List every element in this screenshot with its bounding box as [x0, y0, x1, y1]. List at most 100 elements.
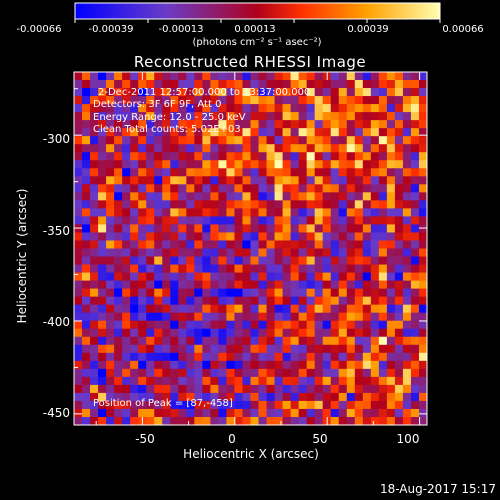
heatmap-cell — [154, 152, 163, 161]
heatmap-cell — [338, 128, 348, 137]
heatmap-cell — [234, 360, 243, 370]
heatmap-cell — [250, 216, 260, 225]
heatmap-cell — [306, 152, 316, 161]
heatmap-cell — [170, 136, 179, 145]
heatmap-cell — [298, 224, 308, 233]
heatmap-cell — [218, 256, 227, 266]
heatmap-cell — [322, 216, 332, 225]
heatmap-cell — [122, 128, 131, 137]
heatmap-cell — [154, 88, 163, 97]
heatmap-cell — [354, 296, 364, 306]
heatmap-cell — [306, 352, 316, 362]
heatmap-cell — [330, 72, 340, 81]
heatmap-cell — [250, 328, 260, 338]
heatmap-cell — [202, 384, 211, 394]
heatmap-cell — [106, 184, 115, 193]
heatmap-cell — [386, 360, 396, 370]
heatmap-cell — [354, 168, 364, 177]
heatmap-cell — [402, 296, 412, 306]
heatmap-cell — [290, 168, 300, 177]
heatmap-cell — [146, 120, 155, 129]
heatmap-cell — [122, 336, 131, 346]
heatmap-cell — [114, 112, 123, 121]
heatmap-cell — [82, 176, 91, 185]
heatmap-cell — [226, 160, 235, 169]
heatmap-cell — [106, 272, 115, 282]
heatmap-cell — [74, 392, 83, 402]
heatmap-cell — [378, 320, 388, 330]
heatmap-cell — [410, 128, 420, 137]
heatmap-cell — [418, 304, 428, 314]
heatmap-cell — [82, 384, 91, 394]
heatmap-cell — [130, 248, 139, 258]
heatmap-cell — [378, 80, 388, 89]
heatmap-cell — [194, 144, 203, 153]
heatmap-cell — [114, 312, 123, 322]
heatmap-cell — [322, 248, 332, 258]
heatmap-cell — [122, 320, 131, 330]
heatmap-cell — [82, 160, 91, 169]
heatmap-cell — [266, 360, 276, 370]
heatmap-cell — [394, 416, 404, 426]
heatmap-cell — [402, 216, 412, 225]
heatmap-cell — [122, 304, 131, 314]
heatmap-cell — [386, 384, 396, 394]
heatmap-cell — [378, 376, 388, 386]
heatmap-cell — [106, 360, 115, 370]
heatmap-cell — [194, 168, 203, 177]
heatmap-cell — [250, 240, 260, 249]
heatmap-cell — [354, 336, 364, 346]
heatmap-cell — [370, 280, 380, 290]
heatmap-cell — [330, 344, 340, 354]
heatmap-cell — [370, 376, 380, 386]
heatmap-cell — [306, 400, 316, 410]
heatmap-cell — [306, 88, 316, 97]
heatmap-cell — [170, 408, 179, 418]
heatmap-cell — [194, 328, 203, 338]
heatmap-cell — [114, 168, 123, 177]
heatmap-cell — [242, 176, 251, 185]
heatmap-cell — [298, 360, 308, 370]
heatmap-cell — [138, 96, 147, 105]
heatmap-cell — [274, 312, 284, 322]
heatmap-cell — [90, 88, 99, 97]
heatmap-cell — [378, 280, 388, 290]
heatmap-cell — [114, 160, 123, 169]
heatmap-cell — [418, 192, 428, 201]
heatmap-cell — [114, 144, 123, 153]
heatmap-cell — [394, 192, 404, 201]
heatmap-cell — [122, 224, 131, 233]
heatmap-cell — [106, 256, 115, 266]
heatmap-cell — [386, 320, 396, 330]
heatmap-cell — [410, 280, 420, 290]
heatmap-cell — [242, 312, 251, 322]
heatmap-cell — [362, 176, 372, 185]
heatmap-cell — [226, 72, 235, 81]
heatmap-cell — [250, 352, 260, 362]
heatmap-cell — [314, 248, 324, 258]
heatmap-cell — [290, 144, 300, 153]
heatmap-cell — [170, 400, 179, 410]
heatmap-cell — [386, 328, 396, 338]
heatmap-cell — [98, 312, 107, 322]
heatmap-cell — [90, 408, 99, 418]
heatmap-cell — [234, 216, 243, 225]
heatmap-cell — [130, 96, 139, 105]
heatmap-cell — [362, 352, 372, 362]
heatmap-cell — [314, 152, 324, 161]
heatmap-cell — [106, 72, 115, 81]
heatmap-cell — [378, 120, 388, 129]
heatmap-cell — [186, 416, 195, 426]
heatmap-cell — [418, 400, 428, 410]
heatmap-cell — [378, 256, 388, 266]
heatmap-cell — [194, 160, 203, 169]
heatmap-cell — [314, 296, 324, 306]
heatmap-cell — [370, 192, 380, 201]
heatmap-cell — [90, 296, 99, 306]
heatmap-cell — [290, 328, 300, 338]
heatmap-cell — [314, 232, 324, 241]
heatmap-cell — [138, 344, 147, 354]
heatmap-cell — [226, 272, 235, 282]
heatmap-cell — [418, 416, 428, 426]
heatmap-cell — [114, 400, 123, 410]
